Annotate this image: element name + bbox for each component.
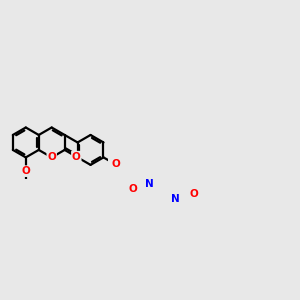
Text: N: N	[171, 194, 180, 204]
Text: N: N	[145, 179, 154, 189]
Text: O: O	[111, 159, 120, 169]
Text: O: O	[128, 184, 137, 194]
Text: O: O	[190, 189, 198, 200]
Text: O: O	[72, 152, 81, 162]
Text: O: O	[47, 152, 56, 162]
Text: O: O	[21, 166, 30, 176]
